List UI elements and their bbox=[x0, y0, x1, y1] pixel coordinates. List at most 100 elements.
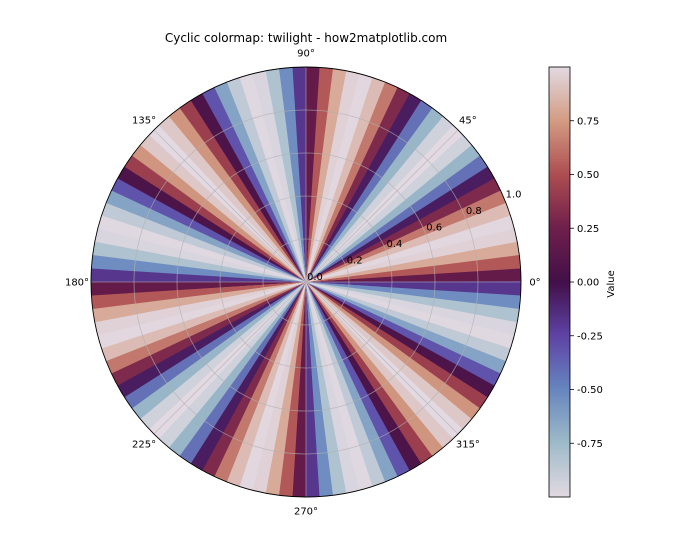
polar-sector bbox=[306, 154, 488, 282]
polar-sector bbox=[225, 77, 306, 283]
polar-sector bbox=[306, 282, 495, 398]
radial-tick-label: 0.2 bbox=[347, 256, 363, 267]
polar-sector bbox=[306, 87, 410, 282]
angular-gridline bbox=[153, 281, 307, 435]
colorbar-tick-label: -0.50 bbox=[577, 385, 603, 396]
polar-sector bbox=[306, 282, 515, 349]
polar-sector bbox=[117, 282, 306, 398]
polar-sector bbox=[306, 282, 521, 309]
polar-sector bbox=[105, 190, 306, 282]
polar-sector bbox=[111, 178, 306, 282]
theta-tick-label: 90° bbox=[297, 49, 315, 60]
polar-sector bbox=[213, 82, 306, 282]
chart-title: Cyclic colormap: twilight - how2matplotl… bbox=[165, 31, 447, 45]
polar-sector bbox=[306, 99, 433, 282]
radial-tick-label: 1.0 bbox=[506, 190, 522, 201]
polar-sector bbox=[306, 144, 480, 282]
colorbar-tick-label: -0.25 bbox=[577, 331, 603, 342]
angular-gridline bbox=[305, 129, 459, 283]
polar-sector bbox=[124, 282, 306, 410]
polar-sector bbox=[306, 134, 472, 282]
polar-sector bbox=[306, 70, 360, 282]
polar-sector bbox=[265, 282, 306, 496]
polar-sector bbox=[306, 93, 422, 282]
polar-sector bbox=[123, 155, 306, 282]
polar-sector bbox=[201, 87, 306, 283]
polar-sector bbox=[252, 282, 306, 494]
radial-tick-label: 0.6 bbox=[426, 223, 442, 234]
colorbar-tick-label: -0.75 bbox=[577, 439, 603, 450]
theta-tick-label: 225° bbox=[132, 439, 156, 450]
theta-tick-label: 0° bbox=[529, 278, 540, 289]
polar-sector bbox=[306, 107, 444, 282]
polar-sector bbox=[306, 214, 515, 282]
polar-sector bbox=[306, 282, 399, 482]
polar-sector bbox=[168, 282, 306, 457]
polar-sector bbox=[306, 282, 520, 323]
polar-sector bbox=[306, 177, 501, 282]
radial-tick-label: 0.8 bbox=[466, 206, 482, 217]
polar-sector bbox=[178, 100, 306, 282]
polar-sector bbox=[306, 282, 387, 487]
polar-sector bbox=[306, 201, 511, 282]
polar-sector bbox=[292, 282, 307, 498]
polar-sector bbox=[117, 166, 306, 282]
polar-sector bbox=[140, 282, 306, 430]
colorbar-tick-label: 0.25 bbox=[577, 224, 599, 235]
radial-tick-label: 0.4 bbox=[387, 239, 403, 250]
polar-sector bbox=[226, 282, 306, 487]
theta-tick-label: 315° bbox=[456, 439, 480, 450]
polar-sector bbox=[158, 282, 306, 449]
angular-gridline bbox=[305, 281, 459, 435]
polar-sector bbox=[106, 282, 306, 375]
polar-sector bbox=[94, 228, 306, 282]
polar-sector bbox=[131, 144, 306, 282]
theta-tick-label: 135° bbox=[132, 116, 156, 127]
polar-sector bbox=[305, 66, 320, 282]
polar-sector bbox=[306, 73, 373, 283]
theta-tick-labels: 0° 45° 90° 135° 180° 225° 270° 315° bbox=[65, 49, 541, 518]
polar-sector bbox=[306, 77, 386, 282]
polar-sector bbox=[92, 241, 306, 282]
theta-tick-label: 180° bbox=[65, 278, 89, 289]
polar-sector bbox=[306, 68, 347, 282]
polar-sector bbox=[306, 282, 374, 491]
polar-sector bbox=[238, 73, 306, 282]
polar-sector bbox=[279, 282, 306, 497]
polar-sector bbox=[306, 189, 506, 282]
polar-sector bbox=[306, 282, 454, 448]
polar-sector bbox=[306, 282, 434, 464]
theta-tick-label: 270° bbox=[294, 507, 318, 518]
polar-sector bbox=[111, 282, 307, 387]
polar-sector bbox=[306, 281, 522, 296]
polar-sector bbox=[90, 268, 306, 283]
radial-tick-label: 0.0 bbox=[307, 272, 323, 283]
polar-sector bbox=[306, 282, 411, 477]
polar-sector bbox=[306, 282, 473, 430]
polar-sector bbox=[306, 67, 333, 283]
polar-outer-spine bbox=[90, 66, 522, 498]
polar-grid bbox=[91, 67, 521, 497]
colorbar-label: Value bbox=[606, 270, 617, 297]
polar-sector bbox=[101, 282, 307, 363]
polar-sector bbox=[97, 215, 307, 282]
polar-sector bbox=[306, 282, 518, 336]
colorbar-tick-label: 0.00 bbox=[577, 278, 599, 289]
polar-plot-area: 0° 45° 90° 135° 180° 225° 270° 315° 0.0 0.2 0.4 0.… bbox=[65, 49, 541, 518]
colorbar: 0.75 0.50 0.25 0.00 -0.25 -0.50 -0.75 Value bbox=[548, 66, 617, 498]
polar-sector bbox=[190, 93, 306, 282]
polar-sector bbox=[139, 134, 306, 282]
polar-sector bbox=[306, 282, 422, 471]
polar-sector bbox=[306, 282, 501, 386]
polar-sector bbox=[306, 282, 489, 409]
polar-sector bbox=[306, 166, 495, 282]
polar-sector bbox=[306, 282, 481, 420]
polar-sector bbox=[306, 81, 398, 282]
polar-sector bbox=[190, 282, 306, 471]
polar-sector bbox=[239, 282, 306, 491]
polar-sector bbox=[101, 202, 306, 282]
polar-sector bbox=[202, 282, 306, 477]
polar-sector bbox=[132, 282, 306, 420]
theta-tick-label: 45° bbox=[459, 116, 477, 127]
